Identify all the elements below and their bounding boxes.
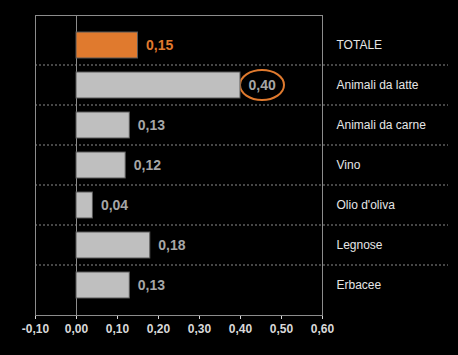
svg-text:0,40: 0,40 [229, 322, 253, 336]
svg-text:0,18: 0,18 [158, 237, 185, 253]
svg-text:0,40: 0,40 [249, 77, 276, 93]
svg-text:Animali da carne: Animali da carne [337, 118, 427, 132]
svg-text:0,00: 0,00 [65, 322, 89, 336]
svg-text:0,13: 0,13 [138, 277, 165, 293]
svg-text:Olio d'oliva: Olio d'oliva [337, 198, 396, 212]
svg-text:TOTALE: TOTALE [337, 38, 383, 52]
svg-text:Vino: Vino [337, 158, 361, 172]
svg-text:0,30: 0,30 [188, 322, 212, 336]
svg-text:Animali da latte: Animali da latte [337, 78, 419, 92]
svg-text:0,13: 0,13 [138, 117, 165, 133]
svg-text:0,10: 0,10 [106, 322, 130, 336]
svg-text:0,50: 0,50 [270, 322, 294, 336]
svg-text:0,12: 0,12 [134, 157, 161, 173]
svg-text:0,04: 0,04 [101, 197, 128, 213]
svg-text:Legnose: Legnose [337, 238, 383, 252]
svg-text:0,60: 0,60 [311, 322, 335, 336]
svg-text:Erbacee: Erbacee [337, 278, 382, 292]
svg-text:-0,10: -0,10 [22, 322, 50, 336]
svg-text:0,15: 0,15 [146, 37, 173, 53]
svg-text:0,20: 0,20 [147, 322, 171, 336]
